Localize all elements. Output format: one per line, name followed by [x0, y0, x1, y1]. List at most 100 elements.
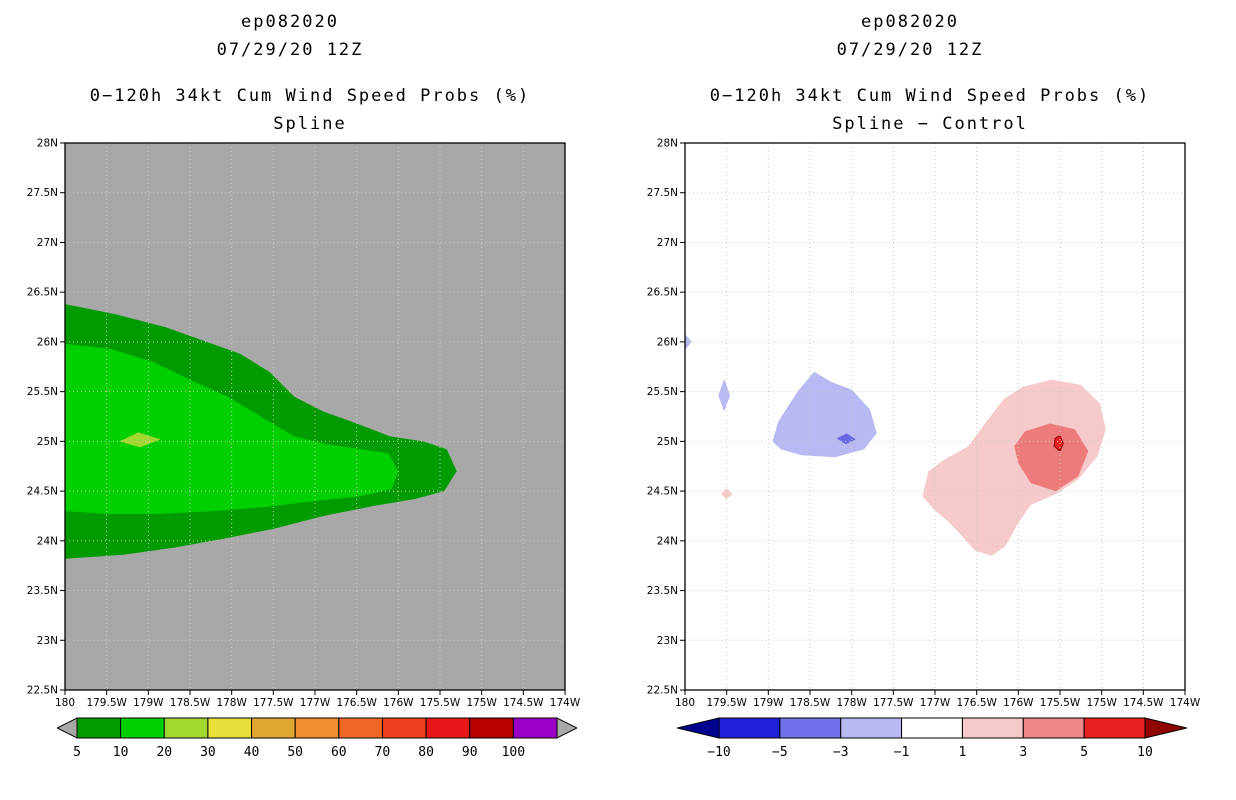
colorbar-right-arrow [1144, 717, 1187, 739]
y-tick-label: 22.5N [647, 685, 678, 697]
colorbar-label: −10 [707, 745, 730, 760]
storm-id-title: ep082020 [241, 12, 339, 32]
y-tick-label: 27.5N [647, 187, 678, 199]
colorbar-segment [961, 717, 1024, 739]
colorbar-label: 1 [959, 745, 967, 760]
colorbar-label: 90 [462, 745, 478, 760]
method-title: Spline − Control [832, 114, 1028, 134]
y-tick-label: 27.5N [27, 187, 58, 199]
contour-region-diff-neg1-edge-speck [685, 334, 692, 350]
y-tick-label: 25N [657, 436, 678, 448]
x-tick-label: 175.5W [420, 697, 461, 709]
x-tick-label: 179W [753, 697, 784, 709]
x-tick-label: 179W [133, 697, 164, 709]
x-tick-label: 176W [1003, 697, 1034, 709]
x-tick-label: 177.5W [873, 697, 914, 709]
y-tick-label: 26N [657, 336, 678, 348]
panel-spline: ep082020 07/29/20 12Z 0−120h 34kt Cum Wi… [27, 8, 580, 760]
x-tick-label: 180 [55, 697, 75, 709]
product-title: 0−120h 34kt Cum Wind Speed Probs (%) [89, 86, 531, 106]
contour-region-diff-neg1-main-blob [772, 371, 877, 458]
x-tick-label: 177.5W [253, 697, 294, 709]
method-title: Spline [273, 114, 347, 134]
colorbar-segment [901, 717, 963, 739]
subtitle-block: 0−120h 34kt Cum Wind Speed Probs (%) Spl… [60, 82, 560, 138]
x-tick-label: 178.5W [170, 697, 211, 709]
y-tick-label: 23.5N [647, 585, 678, 597]
x-tick-label: 176.5W [956, 697, 997, 709]
x-tick-label: 176.5W [336, 697, 377, 709]
colorbar-spline: 5 10 20 30 40 50 60 70 80 90 100 [57, 717, 577, 760]
y-tick-label: 26N [37, 336, 58, 348]
y-tick-label: 24.5N [27, 486, 58, 498]
colorbar-segment [425, 717, 471, 739]
map-spline-minus-control: 180 179.5W 179W 178.5W 178W 177.5W 177W 176.5W 1… [647, 138, 1200, 709]
colorbar-label: 40 [244, 745, 260, 760]
y-tick-label: 25.5N [27, 386, 58, 398]
y-tick-label: 25.5N [647, 386, 678, 398]
init-time-title: 07/29/20 12Z [836, 40, 984, 60]
x-tick-label: 175.5W [1040, 697, 1081, 709]
colorbar-label: −3 [833, 745, 849, 760]
y-tick-label: 27N [37, 237, 58, 249]
contour-region-diff-pos5-core [1053, 434, 1064, 453]
y-tick-label: 23N [657, 635, 678, 647]
x-tick-label: 175W [466, 697, 497, 709]
y-tick-label: 25N [37, 436, 58, 448]
contour-region-diff-neg3-core [836, 433, 856, 445]
x-tick-label: 174W [1170, 697, 1200, 709]
colorbar-label: 30 [200, 745, 216, 760]
colorbar-segment [512, 717, 558, 739]
storm-id-title: ep082020 [861, 12, 959, 32]
map-spline: 180 179.5W 179W 178.5W 178W 177.5W 177W 176.5W 1… [27, 138, 580, 709]
colorbar-segment [1083, 717, 1146, 739]
y-tick-label: 26.5N [27, 287, 58, 299]
init-time-title: 07/29/20 12Z [216, 40, 364, 60]
colorbar-label: 60 [331, 745, 347, 760]
colorbar-label: 10 [113, 745, 129, 760]
contour-region-prob-20-core [119, 432, 161, 448]
colorbar-label: 3 [1019, 745, 1027, 760]
y-tick-label: 27N [657, 237, 678, 249]
map-border [64, 142, 566, 691]
x-tick-label: 175W [1086, 697, 1117, 709]
x-tick-label: 177W [920, 697, 951, 709]
colorbar-label: 5 [1080, 745, 1088, 760]
x-tick-label: 174W [550, 697, 580, 709]
colorbar-label: 80 [418, 745, 434, 760]
contour-region-diff-pos1-speck [720, 488, 733, 499]
subtitle-block: 0−120h 34kt Cum Wind Speed Probs (%) Spl… [680, 82, 1180, 138]
colorbar-label: 70 [375, 745, 391, 760]
y-tick-label: 24N [657, 535, 678, 547]
colorbar-segment [163, 717, 209, 739]
y-tick-label: 23N [37, 635, 58, 647]
colorbar-label: 50 [287, 745, 303, 760]
y-tick-label: 24.5N [647, 486, 678, 498]
colorbar-segment [381, 717, 427, 739]
x-tick-label: 178W [836, 697, 867, 709]
colorbar-segment [251, 717, 296, 739]
x-tick-label: 179.5W [706, 697, 747, 709]
x-tick-label: 179.5W [86, 697, 127, 709]
x-tick-label: 178W [216, 697, 247, 709]
colorbar-segment [469, 717, 514, 739]
colorbar-segment [779, 717, 842, 739]
title-block: ep082020 07/29/20 12Z [40, 8, 540, 64]
x-tick-label: 180 [675, 697, 695, 709]
colorbar-segment [76, 717, 122, 739]
colorbar-label: 10 [1137, 745, 1153, 760]
colorbar-segment [840, 717, 903, 739]
y-tick-label: 28N [37, 138, 58, 150]
colorbar-segment [1022, 717, 1085, 739]
x-tick-label: 174.5W [1123, 697, 1164, 709]
colorbar-segment [120, 717, 165, 739]
title-block: ep082020 07/29/20 12Z [660, 8, 1160, 64]
colorbar-label: −1 [894, 745, 910, 760]
y-tick-label: 28N [657, 138, 678, 150]
colorbar-label: 5 [73, 745, 81, 760]
x-tick-label: 176W [383, 697, 414, 709]
product-title: 0−120h 34kt Cum Wind Speed Probs (%) [709, 86, 1151, 106]
y-tick-label: 24N [37, 535, 58, 547]
x-tick-label: 178.5W [790, 697, 831, 709]
